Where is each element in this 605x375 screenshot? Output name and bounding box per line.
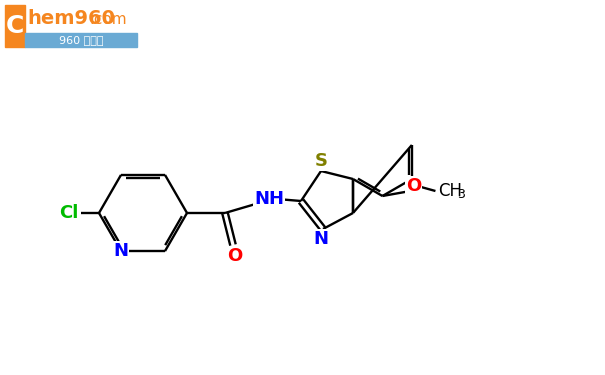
Text: O: O	[227, 247, 243, 265]
Text: NH: NH	[254, 190, 284, 208]
Text: .com: .com	[89, 12, 126, 27]
Text: S: S	[315, 152, 327, 170]
Text: CH: CH	[439, 182, 462, 200]
Text: 3: 3	[457, 188, 465, 201]
Text: Cl: Cl	[59, 204, 79, 222]
Text: 960 化工网: 960 化工网	[59, 35, 103, 45]
Text: hem960: hem960	[27, 9, 115, 28]
Text: N: N	[114, 242, 128, 260]
Text: N: N	[313, 230, 329, 248]
Bar	[25, 33, 137, 47]
Bar	[5, 5, 25, 47]
Text: C: C	[6, 14, 24, 38]
Text: O: O	[406, 177, 421, 195]
